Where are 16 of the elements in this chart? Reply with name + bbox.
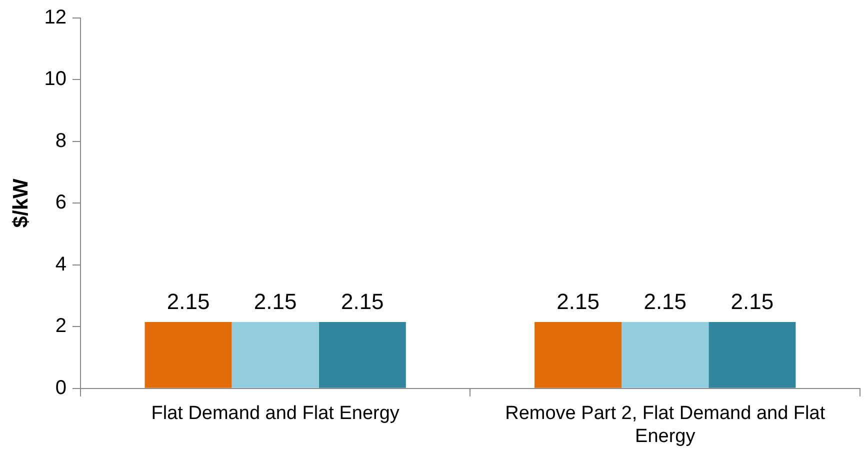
y-axis-title: $/kW <box>9 178 32 228</box>
data-label: 2.15 <box>166 289 210 314</box>
y-tick-label: 8 <box>55 130 66 152</box>
x-tick-label: Remove Part 2, Flat Demand and Flat Energy <box>505 403 826 447</box>
data-label: 2.15 <box>730 289 774 314</box>
y-tick-label: 0 <box>55 376 66 399</box>
data-label: 2.15 <box>340 289 384 314</box>
data-label: 2.15 <box>254 289 297 314</box>
y-tick-label: 10 <box>44 68 66 90</box>
data-label: 2.15 <box>556 289 600 314</box>
y-tick-label: 4 <box>55 253 66 276</box>
y-tick-label: 2 <box>55 315 66 338</box>
data-label: 2.15 <box>644 289 687 314</box>
y-tick-label: 12 <box>44 6 66 29</box>
y-tick-label: 6 <box>55 192 66 214</box>
x-tick-label: Flat Demand and Flat Energy <box>151 403 400 424</box>
